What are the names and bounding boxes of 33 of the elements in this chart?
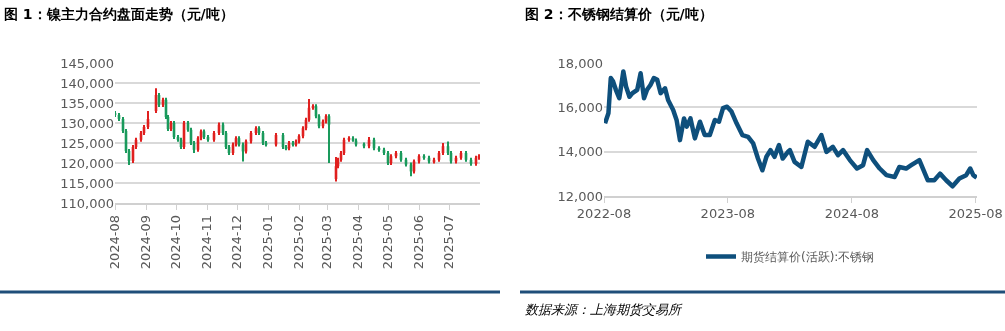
chart-title: 图 1：镍主力合约盘面走势（元/吨）	[4, 6, 234, 22]
y-tick-label: 16,000	[557, 99, 603, 115]
x-tick-label: 2022-08	[576, 206, 632, 222]
y-tick-label: 110,000	[60, 195, 114, 211]
y-tick-label: 120,000	[60, 155, 114, 171]
x-tick-label: 2025-03	[319, 214, 335, 270]
x-tick-label: 2024-08	[107, 214, 123, 270]
x-tick-label: 2024-12	[229, 214, 245, 270]
x-tick-label: 2024-11	[199, 214, 215, 270]
y-tick-label: 125,000	[60, 135, 114, 151]
x-tick-label: 2025-01	[260, 214, 276, 270]
x-tick-label: 2025-04	[350, 214, 366, 270]
y-tick-label: 14,000	[557, 144, 603, 160]
line-series	[604, 69, 977, 189]
y-tick-label: 140,000	[60, 75, 114, 91]
x-tick-label: 2023-08	[700, 206, 755, 222]
y-tick-label: 18,000	[557, 55, 603, 71]
x-tick-label: 2025-06	[411, 214, 427, 270]
x-tick-label: 2025-02	[291, 214, 307, 270]
y-tick-label: 135,000	[60, 95, 114, 111]
x-tick-label: 2025-05	[380, 214, 396, 270]
y-tick-label: 12,000	[557, 188, 603, 204]
x-tick-label: 2025-07	[441, 214, 457, 270]
x-tick-label: 2025-08	[948, 206, 1003, 222]
legend-label: 期货结算价(活跃):不锈钢	[741, 250, 875, 265]
y-tick-label: 115,000	[60, 175, 114, 191]
source-note: 数据来源：上海期货交易所	[525, 302, 683, 317]
x-tick-label: 2024-08	[824, 206, 880, 222]
chart-title: 图 2：不锈钢结算价（元/吨）	[525, 6, 713, 22]
y-tick-label: 130,000	[60, 115, 114, 131]
x-tick-label: 2024-10	[168, 214, 184, 270]
y-tick-label: 145,000	[60, 55, 114, 71]
x-tick-label: 2024-09	[138, 214, 154, 270]
